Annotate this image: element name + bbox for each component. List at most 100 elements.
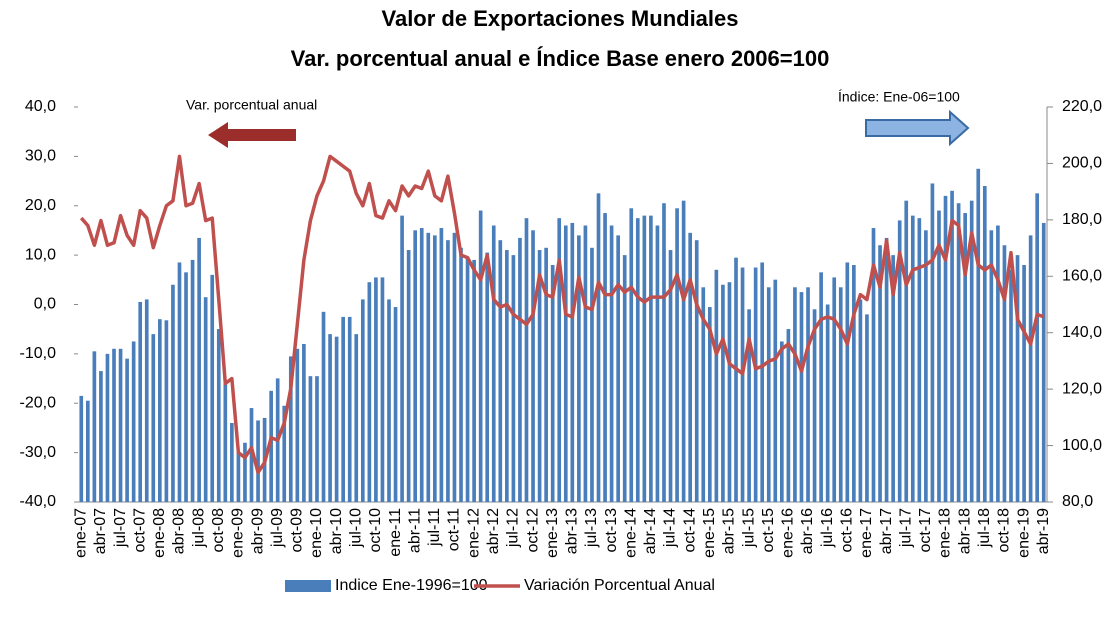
legend-swatch <box>285 580 331 592</box>
y2-tick-label: 160,0 <box>1062 268 1102 285</box>
bar <box>439 228 444 502</box>
bar <box>164 320 169 502</box>
bar <box>328 334 332 502</box>
bar <box>832 277 837 502</box>
x-tick-label: jul-11 <box>426 508 443 547</box>
bar <box>557 218 562 502</box>
bar <box>347 316 352 502</box>
x-tick-label: ene-08 <box>151 508 168 558</box>
x-tick-label: jul-15 <box>740 508 757 548</box>
bar <box>930 183 935 503</box>
bar <box>753 267 758 502</box>
bar <box>1041 222 1046 503</box>
x-tick-label: jul-12 <box>505 508 522 548</box>
bar <box>321 311 326 502</box>
x-tick-label: oct-17 <box>917 508 934 553</box>
bar <box>446 240 450 502</box>
bar <box>459 247 463 502</box>
bar <box>583 225 588 502</box>
bar <box>302 344 306 502</box>
bar <box>138 301 143 502</box>
bar <box>177 262 182 502</box>
bar <box>976 168 981 502</box>
y2-tick-label: 180,0 <box>1062 211 1102 228</box>
bar <box>360 299 365 502</box>
bar <box>269 390 273 502</box>
bar <box>223 383 228 502</box>
x-tick-label: ene-18 <box>937 508 954 558</box>
bar <box>406 250 411 502</box>
bar <box>747 309 751 502</box>
bar <box>295 348 300 502</box>
x-tick-label: oct-16 <box>839 508 856 553</box>
x-tick-label: ene-15 <box>701 508 718 558</box>
bar <box>681 200 686 502</box>
bar <box>596 193 601 503</box>
bar <box>760 262 765 502</box>
bar <box>1002 245 1007 502</box>
bar <box>380 277 385 502</box>
bar <box>563 225 568 502</box>
bar <box>387 299 391 502</box>
bar <box>230 423 234 502</box>
x-tick-label: abr-10 <box>328 508 345 554</box>
x-tick-label: oct-12 <box>524 508 541 553</box>
bar <box>236 452 241 502</box>
x-tick-label: ene-10 <box>308 508 325 558</box>
y2-tick-label: 80,0 <box>1062 493 1093 510</box>
y-tick-label: -10,0 <box>20 345 57 362</box>
x-tick-label: ene-07 <box>72 508 89 558</box>
bar <box>511 255 516 502</box>
y2-tick-label: 100,0 <box>1062 437 1102 454</box>
bar <box>334 336 339 502</box>
x-tick-label: abr-18 <box>956 508 973 554</box>
x-tick-label: abr-19 <box>1035 508 1052 554</box>
bar <box>943 195 948 502</box>
x-tick-label: abr-07 <box>92 508 109 554</box>
x-tick-label: abr-14 <box>642 508 659 554</box>
bar <box>341 316 345 502</box>
bar <box>243 442 247 502</box>
bar <box>734 257 738 502</box>
bar <box>426 232 431 503</box>
y-tick-label: 20,0 <box>25 197 56 214</box>
bar <box>419 228 424 502</box>
y-tick-label: 0,0 <box>34 296 56 313</box>
bar <box>989 230 994 502</box>
bar <box>635 218 640 502</box>
bar <box>550 265 555 502</box>
legend-label: Indice Ene-1996=100 <box>335 577 488 594</box>
bar <box>609 225 614 502</box>
bar <box>505 250 509 502</box>
bar <box>858 299 863 502</box>
bar <box>282 405 287 502</box>
y2-tick-label: 220,0 <box>1062 98 1102 115</box>
bar <box>151 334 156 502</box>
bar <box>171 284 175 502</box>
bar <box>766 287 771 502</box>
x-tick-label: jul-08 <box>190 508 207 548</box>
bar <box>852 265 856 502</box>
x-tick-label: abr-16 <box>799 508 816 554</box>
x-tick-label: abr-08 <box>171 508 188 554</box>
x-tick-label: oct-14 <box>681 508 698 553</box>
y2-tick-label: 200,0 <box>1062 155 1102 172</box>
bar <box>780 341 784 502</box>
bar <box>773 279 778 502</box>
x-tick-label: oct-08 <box>210 508 227 553</box>
bar <box>616 235 620 502</box>
chart-title: Valor de Exportaciones Mundiales <box>382 6 739 31</box>
bar <box>1028 235 1033 502</box>
bar <box>544 247 548 502</box>
bar <box>969 200 974 502</box>
bar <box>203 297 208 502</box>
bar <box>963 213 967 503</box>
bar <box>491 225 496 502</box>
bar <box>701 287 706 502</box>
bar <box>727 282 732 502</box>
bar <box>721 284 725 502</box>
bar <box>85 400 90 502</box>
bar <box>917 218 922 502</box>
arrow <box>208 122 296 148</box>
